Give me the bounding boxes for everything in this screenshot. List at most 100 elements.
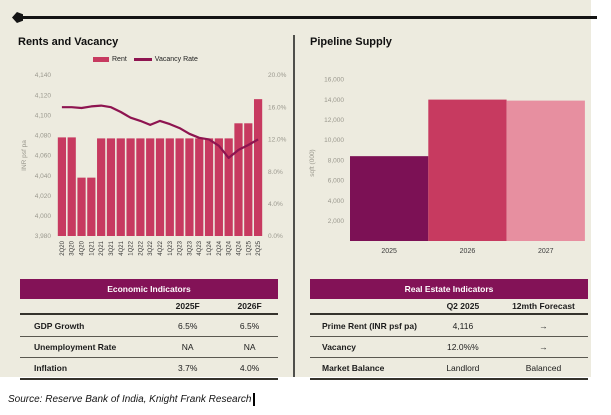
right-axis-tick-label: 12.0% [268, 137, 287, 144]
row-value-arrow: → [539, 342, 548, 352]
rent-bar-swatch-icon [93, 57, 109, 62]
legend-item-vacancy-rate: Vacancy Rate [133, 56, 198, 63]
rent-bar [126, 138, 135, 236]
y-axis-tick-label: 2,000 [328, 218, 345, 225]
supply-bar-2027 [506, 100, 585, 241]
legend-label-rent: Rent [112, 56, 127, 63]
rent-bar [116, 138, 125, 236]
rent-bar [195, 138, 204, 236]
economic-col-2026f: 2026F [237, 301, 262, 311]
row-value: NA [181, 342, 194, 352]
supply-bar-2025 [350, 156, 429, 241]
left-axis-tick-label: 3,980 [35, 233, 52, 240]
vacancy-rate-line [61, 104, 259, 160]
row-label: Prime Rent (INR psf pa) [322, 320, 417, 331]
category-label: 4Q22 [158, 240, 164, 255]
economic-table-title: Economic Indicators [20, 279, 278, 299]
category-label: 3Q21 [109, 240, 115, 255]
economic-col-2025f: 2025F [175, 301, 200, 311]
left-axis-title: INR psf pa [21, 140, 28, 171]
left-axis-tick-label: 4,080 [35, 133, 52, 140]
pipeline-supply-chart-title: Pipeline Supply [310, 36, 392, 48]
category-label: 1Q23 [168, 240, 174, 255]
year-label: 2027 [538, 248, 554, 255]
text-cursor [253, 393, 256, 406]
row-value: 6.5% [178, 320, 198, 331]
rent-bar [214, 138, 223, 236]
category-label: 4Q24 [236, 240, 242, 255]
table-row: Prime Rent (INR psf pa) 4,116 → [310, 315, 588, 336]
right-axis-tick-label: 8.0% [268, 169, 283, 176]
category-label: 3Q20 [70, 240, 76, 255]
real-estate-col-forecast: 12mth Forecast [512, 301, 575, 311]
category-label: 3Q22 [148, 240, 154, 255]
rent-bar [165, 138, 174, 236]
rent-bar [185, 138, 194, 236]
pipeline-supply-chart: 16,000 14,000 12,000 10,000 8,000 6,000 4,000 2… [309, 77, 585, 255]
row-value: Balanced [525, 363, 562, 373]
legend-label-vacancy-rate: Vacancy Rate [154, 56, 198, 63]
left-axis-tick-label: 4,100 [35, 112, 52, 119]
table-row: Unemployment Rate NA NA [20, 336, 278, 357]
category-label: 2Q21 [99, 240, 105, 255]
row-value-arrow: → [539, 320, 548, 331]
row-value: 4.0% [239, 363, 260, 373]
table-row: GDP Growth 6.5% 6.5% [20, 315, 278, 336]
rule-anchor-marker-icon [12, 12, 23, 23]
left-axis-tick-label: 4,000 [35, 213, 52, 220]
y-axis-tick-label: 6,000 [328, 178, 345, 185]
real-estate-table-title: Real Estate Indicators [310, 279, 588, 299]
right-axis-tick-label: 4.0% [268, 201, 283, 208]
category-label: 2Q22 [138, 240, 144, 255]
economic-indicators-table: Economic Indicators 2025F 2026F GDP Grow… [20, 279, 278, 380]
left-axis-tick-label: 4,140 [35, 72, 52, 79]
category-label: 2Q24 [217, 240, 223, 255]
economic-table-column-headers: 2025F 2026F [20, 299, 278, 315]
category-label: 3Q24 [227, 240, 233, 255]
real-estate-indicators-table: Real Estate Indicators Q2 2025 12mth For… [310, 279, 588, 380]
y-axis-tick-label: 12,000 [324, 117, 344, 124]
category-label: 2Q23 [178, 240, 184, 255]
year-label: 2026 [460, 248, 476, 255]
rent-bar [155, 138, 165, 236]
rent-bar [106, 138, 116, 236]
right-axis-tick-label: 20.0% [268, 72, 287, 79]
real-estate-table-body: Prime Rent (INR psf pa) 4,116 → Vacancy … [310, 315, 588, 380]
vacancy-line-swatch-icon [133, 58, 152, 61]
row-label: Inflation [34, 363, 68, 373]
category-label: 4Q21 [119, 240, 125, 255]
left-axis-tick-label: 4,040 [35, 173, 52, 180]
row-value: 6.5% [239, 320, 260, 331]
row-label: Market Balance [322, 363, 385, 373]
category-label: 1Q24 [207, 240, 213, 255]
category-label: 1Q21 [89, 240, 95, 255]
category-label: 4Q23 [197, 240, 203, 255]
category-label: 2Q20 [60, 240, 66, 255]
row-value: 12.0%% [447, 342, 479, 352]
rents-vacancy-legend: Rent Vacancy Rate [93, 56, 198, 63]
real-estate-table-column-headers: Q2 2025 12mth Forecast [310, 299, 588, 315]
table-row: Market Balance Landlord Balanced [310, 357, 588, 378]
rent-bar [234, 123, 243, 236]
y-axis-tick-label: 14,000 [324, 97, 344, 104]
table-row: Vacancy 12.0%% → [310, 336, 588, 357]
left-axis-tick-label: 4,060 [35, 153, 52, 160]
vertical-panel-divider [293, 35, 295, 377]
y-axis-tick-label: 16,000 [324, 77, 344, 84]
source-note: Source: Reserve Bank of India, Knight Fr… [8, 393, 256, 406]
rent-bar [97, 138, 106, 236]
row-label: Unemployment Rate [34, 342, 117, 352]
legend-item-rent: Rent [93, 56, 127, 63]
category-label: 3Q23 [187, 240, 193, 255]
rent-bar [253, 99, 263, 237]
rent-bar [87, 177, 96, 236]
row-value: 4,116 [452, 320, 474, 331]
rents-vacancy-chart-title: Rents and Vacancy [18, 36, 119, 48]
row-value: Landlord [446, 363, 480, 373]
rent-bar [77, 177, 86, 236]
rent-bar [224, 138, 233, 236]
source-note-text: Source: Reserve Bank of India, Knight Fr… [8, 394, 252, 405]
rent-bar [136, 138, 145, 236]
rent-bar [146, 138, 155, 236]
top-horizontal-rule [15, 16, 597, 19]
